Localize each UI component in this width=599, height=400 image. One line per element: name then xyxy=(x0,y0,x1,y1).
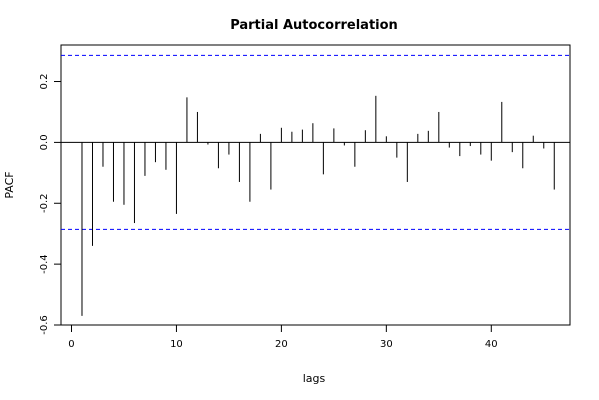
x-axis: 0 10 20 30 40 xyxy=(68,324,498,350)
chart-title: Partial Autocorrelation xyxy=(230,18,398,33)
pacf-bars xyxy=(61,54,570,316)
x-tick-label: 10 xyxy=(170,339,183,350)
y-tick-label: 0.0 xyxy=(39,134,50,150)
y-tick-label: -0.6 xyxy=(39,315,50,335)
x-axis-label: lags xyxy=(303,372,326,385)
x-tick-label: 0 xyxy=(68,339,74,350)
x-tick-label: 20 xyxy=(275,339,288,350)
y-tick-label: -0.2 xyxy=(39,194,50,214)
x-tick-label: 30 xyxy=(380,339,393,350)
x-tick-label: 40 xyxy=(485,339,498,350)
y-axis: -0.6 -0.4 -0.2 0.0 0.2 xyxy=(39,74,62,335)
y-tick-label: -0.4 xyxy=(39,254,50,274)
y-tick-label: 0.2 xyxy=(39,74,50,90)
y-axis-label: PACF xyxy=(3,171,16,198)
plot-frame xyxy=(60,44,571,326)
